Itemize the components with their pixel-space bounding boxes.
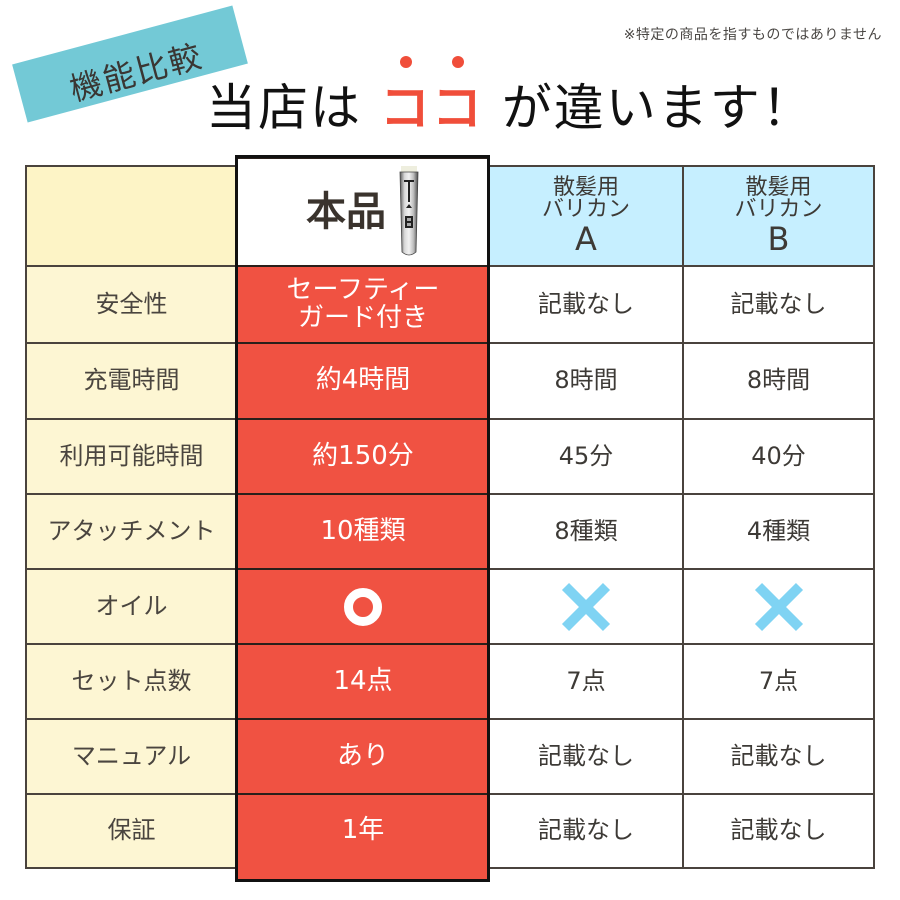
emphasis-dot-icon <box>399 56 412 68</box>
a-set-count: 7点 <box>488 643 684 720</box>
header-b-letter: B <box>767 220 790 258</box>
ours-warranty: 1年 <box>236 793 490 882</box>
headline: 当店は ココ が違います！ <box>206 56 814 138</box>
header-a-line1: 散髪用 <box>552 175 619 200</box>
header-ours-label: 本品 <box>306 189 386 235</box>
a-safety: 記載なし <box>488 265 684 344</box>
b-usage-time: 40分 <box>682 418 875 495</box>
badge-label: 機能比較 <box>65 36 208 109</box>
ours-usage-time: 約150分 <box>236 418 490 495</box>
a-oil <box>488 568 684 645</box>
ours-safety-line2: ガード付き <box>297 302 428 333</box>
b-oil <box>682 568 875 645</box>
disclaimer: ※特定の商品を指すものではありません <box>623 27 882 43</box>
row-label-attachments: アタッチメント <box>25 493 238 570</box>
row-label-manual: マニュアル <box>25 718 238 795</box>
headline-prefix: 当店は <box>206 79 362 137</box>
row-label-usage-time: 利用可能時間 <box>25 418 238 495</box>
emphasis-dots <box>380 56 484 68</box>
b-charge-time: 8時間 <box>682 342 875 420</box>
row-label-charge-time: 充電時間 <box>25 342 238 420</box>
b-manual: 記載なし <box>682 718 875 795</box>
ours-charge-time: 約4時間 <box>236 342 490 420</box>
hair-clipper-icon <box>399 166 419 256</box>
header-competitor-a: 散髪用 バリカン A <box>488 165 684 267</box>
headline-accent: ココ <box>379 56 484 138</box>
ours-oil <box>236 568 490 645</box>
ours-set-count: 14点 <box>236 643 490 720</box>
a-manual: 記載なし <box>488 718 684 795</box>
a-usage-time: 45分 <box>488 418 684 495</box>
b-attachments: 4種類 <box>682 493 875 570</box>
headline-suffix: が違います！ <box>501 79 814 137</box>
header-a-letter: A <box>575 220 597 258</box>
b-set-count: 7点 <box>682 643 875 720</box>
row-label-warranty: 保証 <box>25 793 238 869</box>
a-charge-time: 8時間 <box>488 342 684 420</box>
cross-icon <box>755 583 803 631</box>
emphasis-dot-icon <box>451 56 464 68</box>
b-safety: 記載なし <box>682 265 875 344</box>
header-b-line1: 散髪用 <box>745 175 812 200</box>
cross-icon <box>562 583 610 631</box>
ours-safety-line1: セーフティー <box>286 275 440 306</box>
b-warranty: 記載なし <box>682 793 875 869</box>
row-label-set-count: セット点数 <box>25 643 238 720</box>
circle-check-icon <box>344 587 382 626</box>
header-blank-cell <box>25 165 238 267</box>
a-warranty: 記載なし <box>488 793 684 869</box>
ours-attachments: 10種類 <box>236 493 490 570</box>
ours-manual: あり <box>236 718 490 795</box>
a-attachments: 8種類 <box>488 493 684 570</box>
ours-safety: セーフティー ガード付き <box>236 265 490 344</box>
header-competitor-b: 散髪用 バリカン B <box>682 165 875 267</box>
header-a-line2: バリカン <box>541 197 630 222</box>
header-ours: 本品 <box>236 157 490 267</box>
headline-accent-text: ココ <box>379 79 484 137</box>
header-b-line2: バリカン <box>734 197 823 222</box>
row-label-safety: 安全性 <box>25 265 238 344</box>
row-label-oil: オイル <box>25 568 238 645</box>
